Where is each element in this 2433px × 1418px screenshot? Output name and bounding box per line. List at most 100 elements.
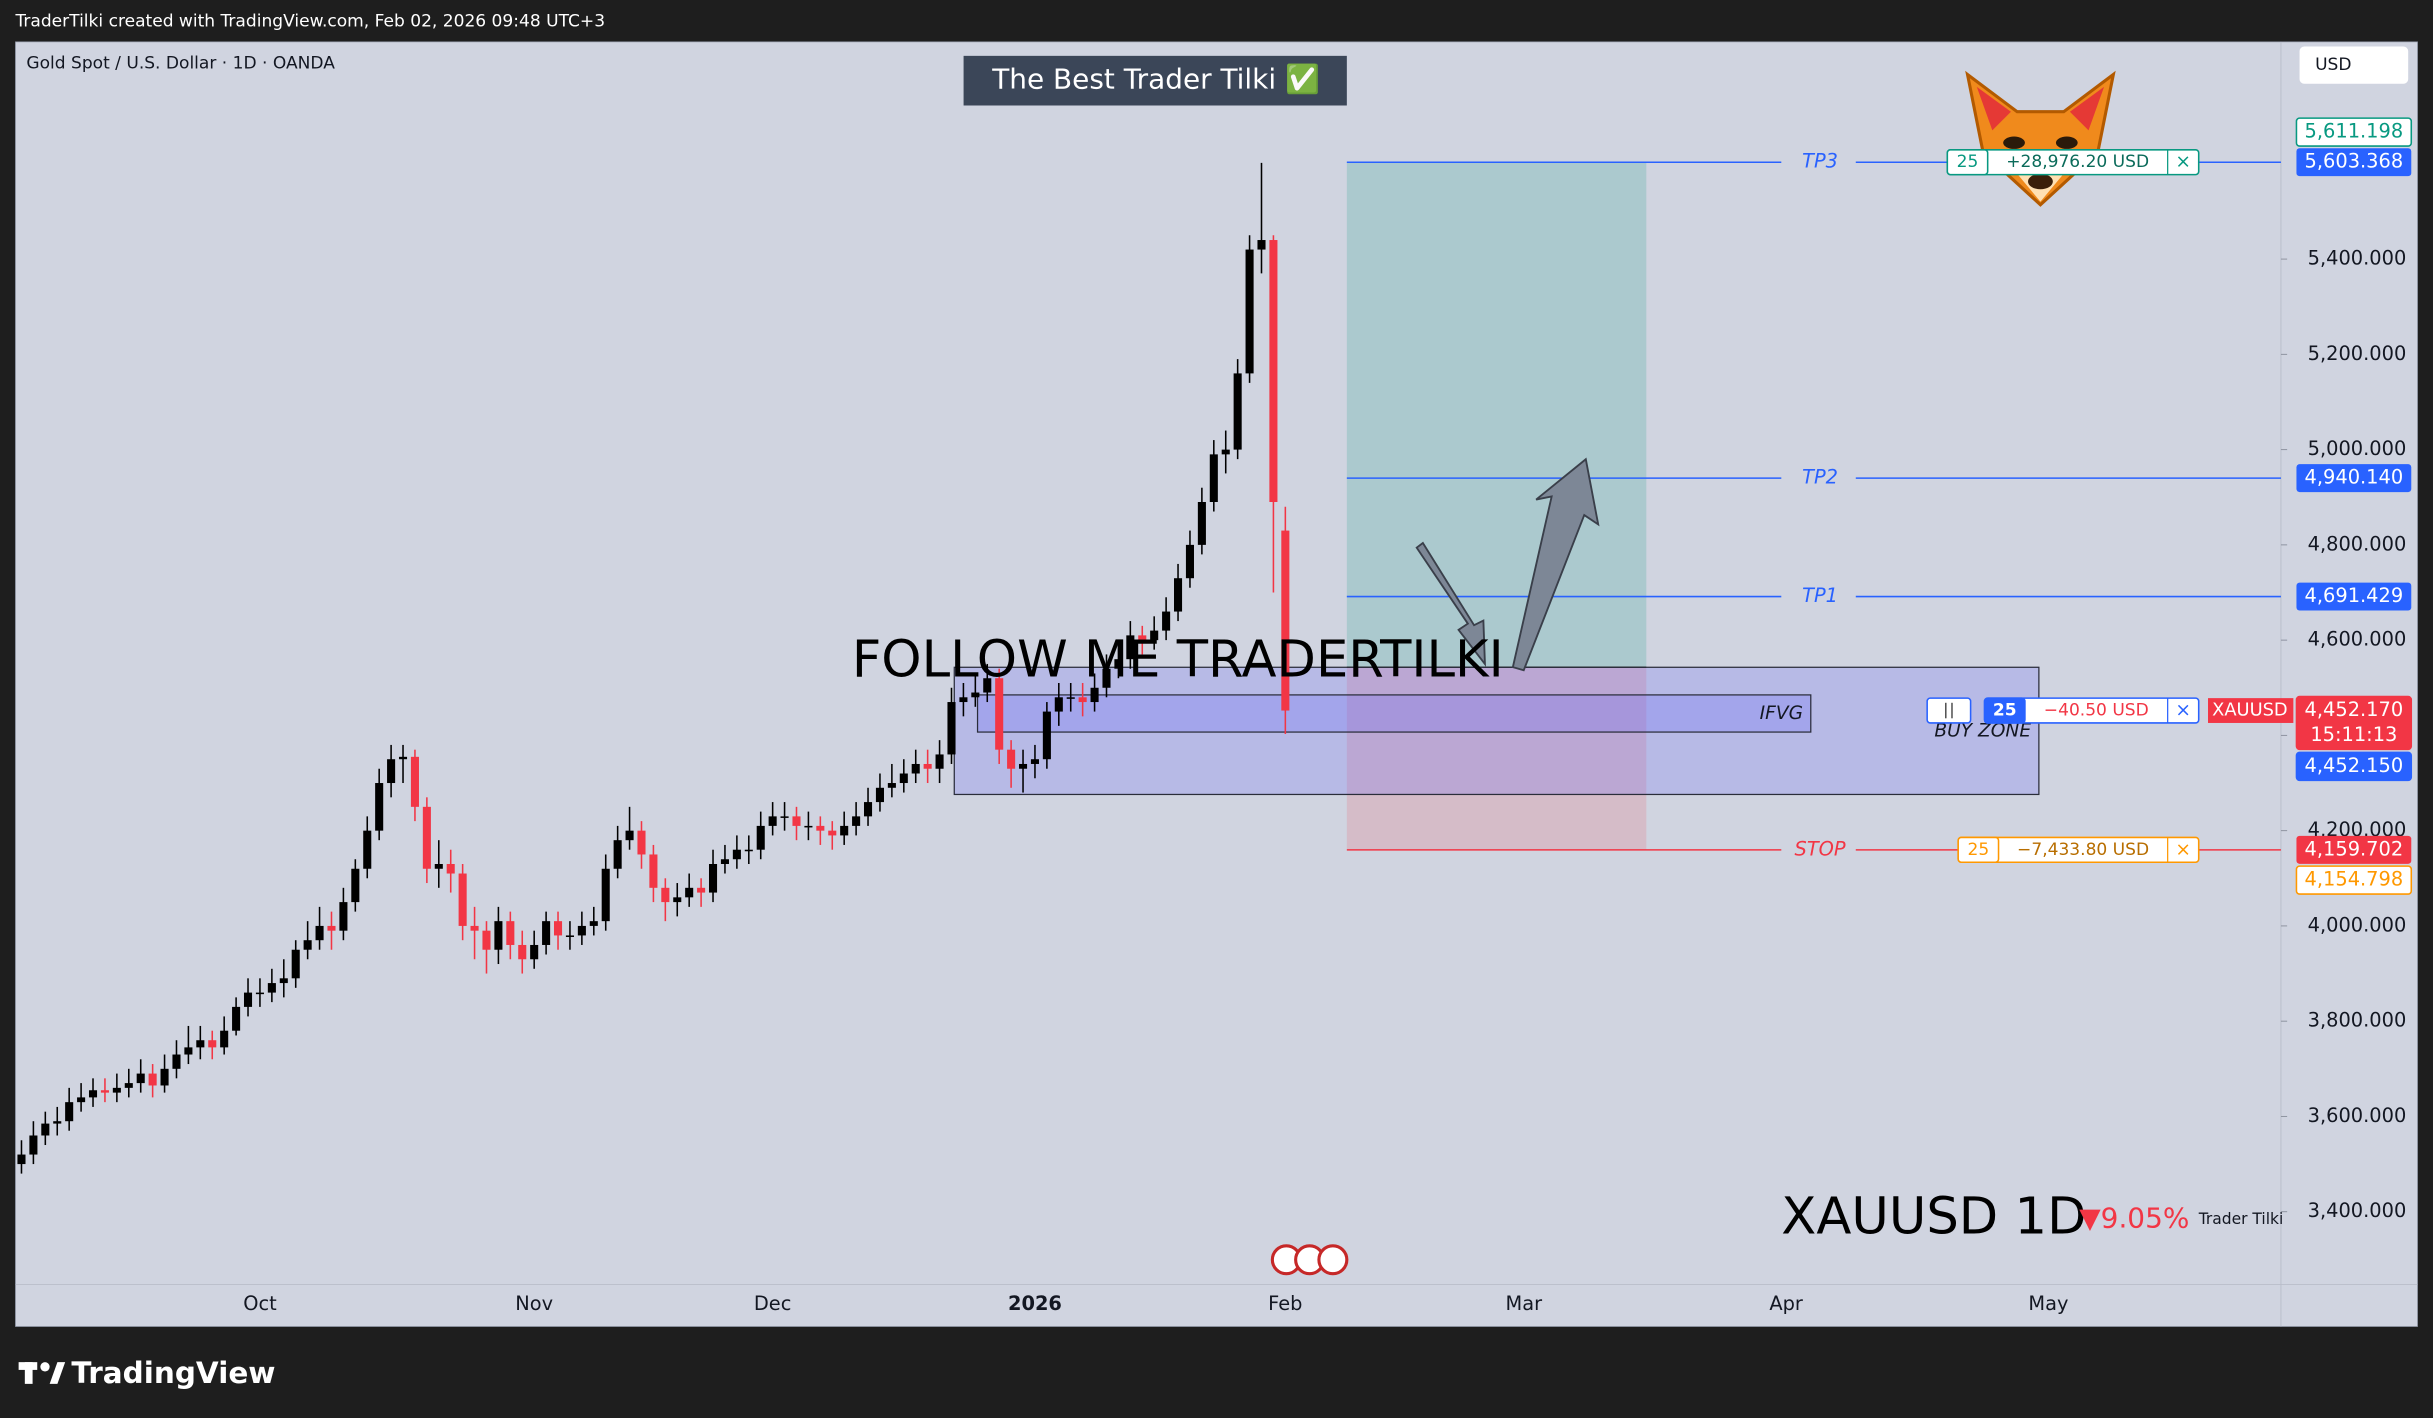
price-tag bbox=[2295, 865, 2413, 895]
x-tick-label: May bbox=[2028, 1292, 2068, 1315]
candle-body bbox=[875, 787, 884, 803]
order-close[interactable]: × bbox=[2175, 839, 2191, 860]
candle-body bbox=[17, 1154, 26, 1165]
candle-body bbox=[553, 921, 563, 936]
candle-body bbox=[1078, 697, 1087, 703]
order-symbol: XAUUSD bbox=[2212, 700, 2288, 721]
logo-shape bbox=[40, 1362, 50, 1372]
candle-body bbox=[124, 1083, 133, 1088]
candle-body bbox=[947, 702, 956, 755]
arrows bbox=[1415, 457, 1600, 672]
x-tick-label: Feb bbox=[1268, 1292, 1302, 1315]
price-tag-label: 4,452.170 bbox=[2305, 698, 2404, 721]
level-tag bbox=[2296, 148, 2412, 177]
candle-body bbox=[708, 863, 718, 893]
logo-text: TradingView bbox=[71, 1356, 275, 1390]
zone bbox=[976, 694, 1812, 733]
level-tag-label: 4,691.429 bbox=[2305, 584, 2404, 607]
price-tag-label: 4,452.150 bbox=[2305, 754, 2404, 777]
candle-body bbox=[899, 773, 908, 784]
candle-body bbox=[100, 1090, 109, 1093]
order-close[interactable]: × bbox=[2175, 700, 2191, 721]
order-qty: 25 bbox=[1957, 152, 1979, 172]
arrow-down bbox=[1415, 541, 1486, 667]
candle-body bbox=[458, 873, 467, 926]
candle-body bbox=[589, 921, 598, 926]
currency[interactable]: USD bbox=[2315, 55, 2351, 75]
level-name: TP2 bbox=[1802, 466, 1838, 489]
candle-body bbox=[172, 1054, 181, 1069]
candle-body bbox=[243, 992, 253, 1007]
fox-mouth bbox=[2028, 173, 2053, 190]
candle-body bbox=[291, 949, 300, 979]
x-tick-label: Mar bbox=[1506, 1292, 1543, 1315]
title-box bbox=[963, 55, 1347, 106]
candle-body bbox=[65, 1102, 74, 1122]
zone-label: BUY ZONE bbox=[1934, 720, 2031, 741]
order-close[interactable]: × bbox=[2175, 152, 2191, 173]
candle-body bbox=[840, 825, 849, 836]
candle-body bbox=[625, 830, 634, 841]
event-flags bbox=[1270, 1244, 1349, 1276]
order-qty: 25 bbox=[1968, 840, 1990, 860]
candle-body bbox=[1281, 530, 1290, 711]
candle-body bbox=[744, 849, 753, 852]
candle-body bbox=[911, 763, 920, 774]
candle-body bbox=[1269, 240, 1278, 503]
candle-body bbox=[470, 925, 479, 931]
candle-body bbox=[601, 868, 610, 922]
level-tag bbox=[2296, 464, 2412, 493]
position-target-area bbox=[1346, 162, 1647, 668]
price-tag bbox=[2295, 695, 2413, 751]
candle-body bbox=[720, 859, 729, 864]
candle-body bbox=[542, 921, 551, 945]
candle-body bbox=[136, 1073, 145, 1084]
y-tick-label: 3,800.000 bbox=[2308, 1009, 2407, 1032]
chart-title: The Best Trader Tilki ✅ bbox=[991, 63, 1319, 96]
candle-body bbox=[673, 897, 682, 903]
candle-body bbox=[1257, 240, 1266, 250]
fox-eye bbox=[2055, 136, 2078, 149]
candle-body bbox=[410, 756, 419, 807]
candle-body bbox=[363, 830, 372, 869]
level-tag-label: 4,159.702 bbox=[2305, 837, 2404, 860]
candle-body bbox=[1030, 759, 1039, 764]
currency-box[interactable] bbox=[2299, 46, 2409, 84]
candle-body bbox=[923, 763, 932, 769]
logo-shape bbox=[24, 1362, 33, 1384]
watermark-author: Trader Tilki bbox=[2198, 1210, 2284, 1228]
candle-body bbox=[494, 921, 503, 950]
candle-body bbox=[112, 1087, 121, 1093]
y-tick-label: 5,200.000 bbox=[2308, 342, 2407, 365]
candle-body bbox=[887, 783, 896, 788]
y-tick-label: 4,800.000 bbox=[2308, 532, 2407, 555]
y-tick-label: 5,400.000 bbox=[2308, 247, 2407, 270]
order-qty-box bbox=[1983, 697, 2026, 724]
candle-body bbox=[852, 816, 861, 826]
candle-body bbox=[255, 992, 264, 995]
candle-body bbox=[398, 756, 408, 760]
candle-body bbox=[768, 816, 777, 826]
candle-body bbox=[1126, 635, 1135, 660]
y-tick-label: 4,000.000 bbox=[2308, 913, 2407, 936]
annotation: FOLLOW ME TRADERTILKI bbox=[852, 629, 1504, 689]
price-tag-label: 4,154.798 bbox=[2305, 868, 2404, 891]
candle-body bbox=[518, 944, 527, 960]
candle-body bbox=[1114, 659, 1123, 669]
candle-body bbox=[756, 825, 765, 850]
candle-body bbox=[792, 816, 801, 826]
candle-body bbox=[780, 816, 789, 818]
y-tick-label: 5,000.000 bbox=[2308, 437, 2407, 460]
candle-body bbox=[41, 1123, 50, 1136]
candle-body bbox=[303, 940, 312, 950]
arrow-up bbox=[1511, 457, 1600, 672]
candle-body bbox=[1066, 697, 1075, 699]
candle-body bbox=[482, 930, 491, 950]
candle-body bbox=[935, 754, 944, 769]
candle-body bbox=[1007, 749, 1016, 769]
candle-body bbox=[279, 978, 288, 984]
candle-body bbox=[1233, 373, 1242, 450]
candle-body bbox=[220, 1030, 229, 1048]
level-tag bbox=[2296, 582, 2412, 611]
fox-ear bbox=[1976, 86, 2011, 131]
